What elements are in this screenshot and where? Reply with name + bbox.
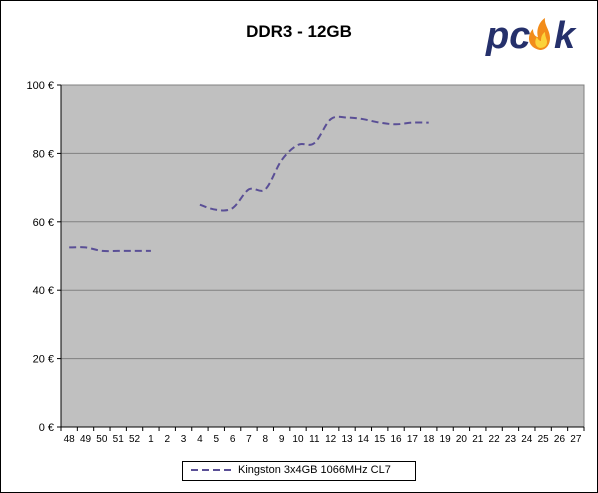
x-tick-label: 15 xyxy=(374,434,386,445)
x-tick-label: 5 xyxy=(213,434,219,445)
x-tick-label: 18 xyxy=(423,434,435,445)
x-tick-label: 9 xyxy=(279,434,285,445)
x-tick-label: 52 xyxy=(129,434,141,445)
x-tick-label: 49 xyxy=(80,434,92,445)
x-tick-label: 17 xyxy=(407,434,419,445)
x-tick-label: 4 xyxy=(197,434,203,445)
legend-swatch xyxy=(191,469,231,471)
x-tick-label: 12 xyxy=(325,434,337,445)
x-tick-label: 16 xyxy=(390,434,402,445)
y-tick-label: 80 € xyxy=(33,148,54,160)
series-line xyxy=(199,115,429,212)
legend: Kingston 3x4GB 1066MHz CL7 xyxy=(182,461,416,481)
y-tick-label: 60 € xyxy=(33,217,54,229)
x-tick-label: 26 xyxy=(554,434,566,445)
x-tick-label: 22 xyxy=(489,434,501,445)
x-tick-label: 27 xyxy=(570,434,582,445)
y-tick-label: 100 € xyxy=(26,80,54,92)
x-tick-label: 23 xyxy=(505,434,517,445)
x-tick-label: 21 xyxy=(472,434,484,445)
flame-icon xyxy=(528,18,550,50)
y-tick-label: 20 € xyxy=(33,354,54,366)
legend-label: Kingston 3x4GB 1066MHz CL7 xyxy=(238,464,391,476)
x-tick-label: 11 xyxy=(309,434,320,445)
x-tick-label: 25 xyxy=(538,434,550,445)
chart-title: DDR3 - 12GB xyxy=(246,22,352,41)
x-tick-label: 3 xyxy=(181,434,187,445)
svg-text:k: k xyxy=(554,15,577,57)
x-tick-label: 1 xyxy=(148,434,154,445)
pcsk-logo: pc k xyxy=(485,15,577,57)
x-tick-label: 6 xyxy=(230,434,236,445)
y-tick-label: 0 € xyxy=(39,422,54,434)
x-tick-label: 7 xyxy=(246,434,252,445)
x-tick-label: 24 xyxy=(521,434,533,445)
x-tick-label: 51 xyxy=(113,434,125,445)
x-tick-label: 10 xyxy=(292,434,304,445)
plot-area xyxy=(60,84,585,428)
x-tick-label: 14 xyxy=(358,434,370,445)
x-tick-label: 48 xyxy=(64,434,76,445)
x-tick-label: 50 xyxy=(96,434,108,445)
x-tick-label: 8 xyxy=(263,434,269,445)
x-tick-label: 20 xyxy=(456,434,468,445)
svg-text:pc: pc xyxy=(485,15,530,57)
series-line xyxy=(69,246,151,253)
x-tick-label: 19 xyxy=(440,434,452,445)
y-tick-label: 40 € xyxy=(33,285,54,297)
x-tick-label: 2 xyxy=(164,434,170,445)
x-tick-label: 13 xyxy=(341,434,353,445)
